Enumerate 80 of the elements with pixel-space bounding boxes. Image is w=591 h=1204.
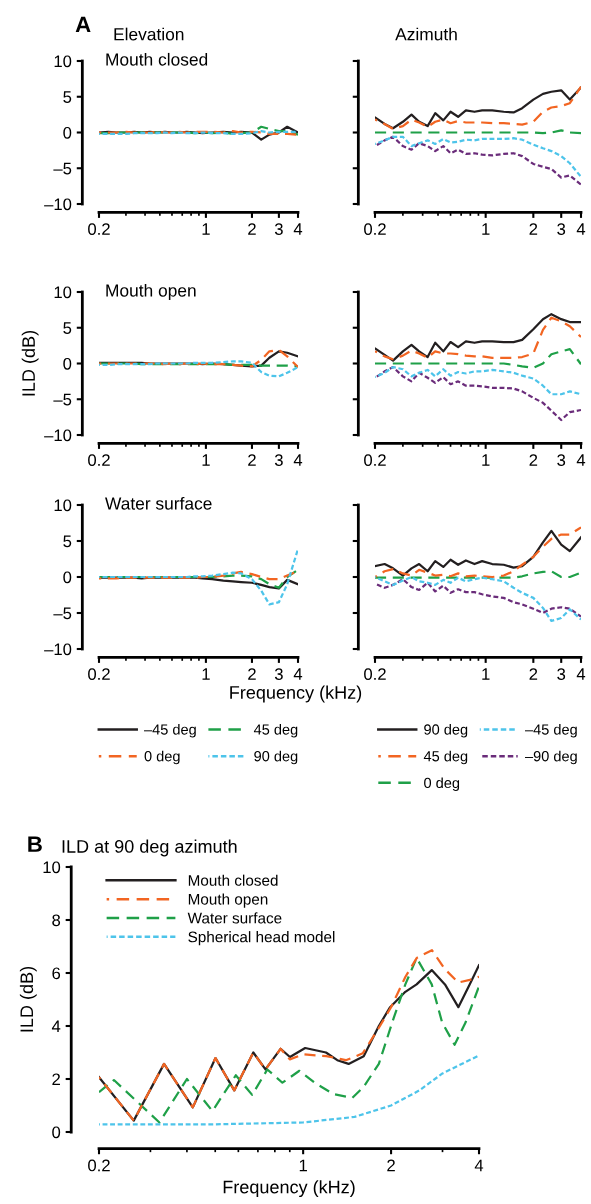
y-axis-title: ILD (dB): [19, 967, 37, 1032]
y-tick-label: 0: [63, 571, 72, 584]
y-tick-label: 10: [54, 286, 72, 299]
x-tick-label: 4: [293, 223, 303, 235]
y-tick-label: –10: [44, 198, 72, 211]
y-tick-label: 4: [51, 1020, 61, 1033]
y-tick-label: –5: [53, 162, 72, 175]
x-tick-label: 3: [274, 454, 283, 466]
legend-label: 90 deg: [424, 723, 468, 738]
y-tick-label: 0: [52, 1126, 61, 1139]
x-tick-label: 2: [529, 223, 538, 235]
legend-label: Spherical head model: [188, 931, 335, 946]
text: A: [75, 16, 91, 33]
x-tick-label: 4: [576, 668, 586, 680]
y-tick-label: 0: [63, 357, 72, 370]
chart-title: Elevation: [114, 27, 184, 41]
x-tick-label: 0.2: [88, 668, 110, 680]
x-axis-title: Frequency (kHz): [223, 1180, 355, 1198]
x-tick-label: 1: [202, 668, 210, 680]
chart-subtitle: Water surface: [105, 496, 212, 510]
x-tick-label: 1: [202, 454, 210, 466]
legend-label: 0 deg: [424, 777, 460, 791]
x-tick-label: 1: [202, 223, 210, 235]
x-tick-label: 0.2: [364, 668, 386, 680]
legend-label: 90 deg: [254, 750, 298, 765]
y-tick-label: –5: [53, 393, 72, 406]
chart-subtitle: Mouth closed: [106, 52, 208, 66]
y-tick-label: 8: [52, 914, 61, 927]
x-tick-label: 3: [274, 223, 283, 235]
legend-label: 0 deg: [144, 750, 180, 765]
y-tick-label: –10: [44, 643, 72, 656]
chart-subtitle: Mouth open: [106, 283, 196, 301]
y-tick-label: 0: [63, 126, 72, 139]
x-tick-label: 1: [482, 454, 490, 466]
x-tick-label: 1: [299, 1159, 307, 1172]
y-tick-label: 5: [63, 535, 72, 548]
y-axis-title: ILD (dB): [21, 331, 39, 396]
chart-title: Azimuth: [395, 27, 457, 41]
y-tick-label: 5: [63, 322, 72, 334]
x-tick-label: 4: [576, 454, 586, 466]
y-tick-label: 10: [43, 861, 61, 874]
legend-label: Water surface: [187, 912, 282, 924]
y-tick-label: 2: [52, 1073, 60, 1086]
x-tick-label: 1: [482, 223, 490, 235]
legend-label: –45 deg: [144, 723, 196, 738]
x-tick-label: 3: [274, 668, 283, 680]
x-tick-label: 2: [529, 668, 538, 680]
x-tick-label: 4: [293, 668, 303, 680]
y-tick-label: –10: [44, 429, 72, 442]
x-tick-label: 3: [557, 668, 566, 680]
y-tick-label: –5: [53, 607, 72, 620]
x-tick-label: 2: [529, 454, 538, 466]
legend-label: Mouth open: [188, 893, 268, 908]
x-tick-label: 0.2: [88, 1159, 110, 1172]
text: B: [28, 836, 42, 852]
x-tick-label: 3: [557, 223, 566, 235]
x-tick-label: 0.2: [88, 223, 110, 235]
x-tick-label: 0.2: [364, 454, 386, 466]
y-tick-label: 10: [54, 55, 72, 68]
x-axis-title: Frequency (kHz): [230, 685, 362, 703]
legend-label: –45 deg: [524, 723, 577, 738]
x-tick-label: 2: [387, 1159, 395, 1172]
x-tick-label: 3: [557, 454, 566, 466]
legend-label: –90 deg: [524, 750, 577, 765]
y-tick-label: 6: [52, 967, 61, 980]
x-tick-label: 0.2: [88, 454, 110, 466]
x-tick-label: 0.2: [364, 223, 386, 235]
x-tick-label: 4: [576, 223, 586, 235]
chart-title: ILD at 90 deg azimuth: [62, 839, 237, 857]
x-tick-label: 2: [248, 668, 256, 680]
x-tick-label: 2: [248, 223, 256, 235]
legend-label: Mouth closed: [188, 874, 278, 886]
x-tick-label: 4: [293, 454, 303, 466]
legend-label: 45 deg: [253, 723, 298, 738]
x-tick-label: 2: [248, 454, 256, 466]
y-tick-label: 5: [63, 91, 72, 103]
x-tick-label: 1: [482, 668, 490, 680]
legend-label: 45 deg: [423, 750, 468, 765]
x-tick-label: 4: [474, 1159, 484, 1172]
y-tick-label: 10: [54, 499, 72, 512]
